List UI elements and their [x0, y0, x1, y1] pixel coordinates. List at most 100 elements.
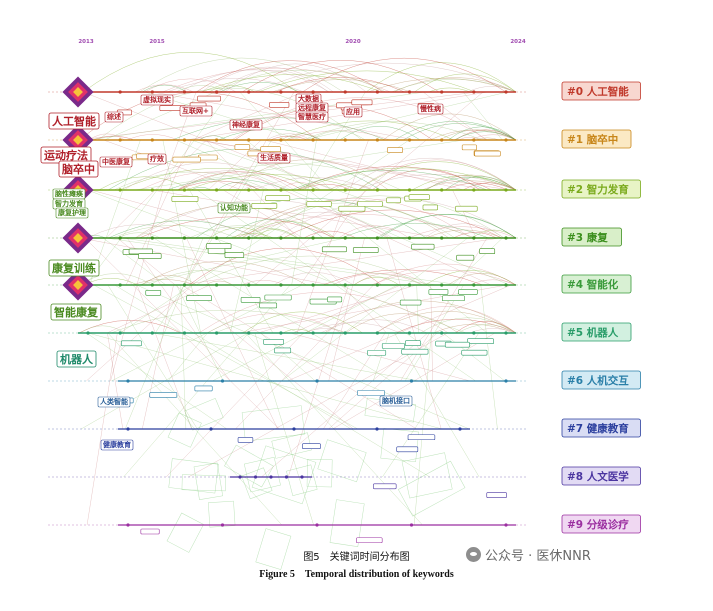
- keyword-node: [504, 331, 508, 335]
- link-arc: [425, 174, 517, 191]
- keyword-node: [504, 188, 508, 192]
- link-line: [103, 139, 242, 191]
- legend-item: #9 分级诊疗: [561, 514, 641, 534]
- minor-keyword-chip: [405, 340, 421, 346]
- keyword-node: [215, 188, 219, 192]
- link-shape: [397, 460, 466, 517]
- link-arc: [254, 195, 505, 239]
- legend-item: #4 智能化: [561, 274, 632, 294]
- link-line: [480, 284, 498, 430]
- link-arc: [139, 216, 336, 239]
- link-line: [230, 189, 264, 334]
- cluster-row: [48, 76, 526, 108]
- link-arc: [113, 171, 270, 191]
- legend-label: #1 脑卒中: [567, 133, 618, 146]
- keyword-node: [182, 236, 187, 240]
- keyword-label: 神经康复: [232, 120, 261, 129]
- keyword-node: [247, 188, 251, 192]
- link-shape: [224, 444, 274, 488]
- link-arc: [285, 120, 454, 141]
- link-arc: [258, 70, 476, 93]
- keyword-node: [343, 236, 347, 240]
- keyword-node: [150, 236, 154, 240]
- legend-label: #9 分级诊疗: [567, 518, 629, 531]
- link-arc: [224, 63, 367, 93]
- link-shape: [184, 397, 224, 431]
- keyword-label: 综述: [107, 112, 121, 121]
- keyword-label: 中医康复: [102, 157, 131, 166]
- link-line: [180, 237, 501, 286]
- keyword-box: [257, 152, 291, 164]
- link-line: [239, 91, 331, 191]
- link-line: [186, 91, 489, 141]
- link-line: [181, 284, 417, 430]
- keyword-node: [472, 236, 476, 240]
- legend-item: #6 人机交互: [561, 370, 641, 390]
- link-arc: [395, 318, 517, 334]
- link-shape: [166, 512, 204, 553]
- link-arc: [242, 311, 363, 334]
- minor-keyword-chip: [140, 528, 160, 535]
- link-arc: [201, 66, 334, 93]
- link-arc: [219, 81, 300, 93]
- keyword-box: [97, 396, 131, 408]
- minor-keyword-chip: [274, 347, 292, 354]
- minor-keyword-chip: [386, 197, 401, 204]
- keyword-box: [417, 103, 444, 115]
- link-line: [104, 91, 216, 141]
- link-arc: [448, 126, 517, 141]
- link-line: [85, 91, 231, 286]
- keyword-node: [375, 188, 379, 192]
- link-line: [90, 189, 267, 239]
- minor-keyword-chip: [411, 243, 435, 250]
- legend-box: [561, 370, 641, 390]
- keyword-node: [182, 188, 187, 192]
- link-arc: [82, 52, 298, 93]
- link-arc: [175, 85, 228, 93]
- link-line: [153, 237, 392, 382]
- minor-keyword-chip: [351, 99, 373, 106]
- link-arc: [177, 180, 261, 191]
- keyword-box: [55, 207, 89, 219]
- minor-keyword-chip: [205, 243, 232, 250]
- keyword-node: [458, 427, 462, 431]
- link-arc: [201, 74, 382, 93]
- year-axis: 2013 2015 2020 2024: [78, 39, 525, 45]
- link-line: [180, 284, 187, 430]
- link-shape: [306, 458, 333, 488]
- minor-keyword-chip: [407, 434, 436, 441]
- minor-keyword-chip: [461, 349, 488, 356]
- minor-keyword-chip: [259, 302, 278, 309]
- link-arc: [144, 78, 237, 93]
- major-keyword-label: 人工智能: [52, 114, 96, 128]
- keyword-node: [215, 138, 219, 142]
- minor-keyword-chip: [367, 349, 387, 356]
- keyword-node: [311, 236, 315, 240]
- keyword-node: [86, 331, 90, 335]
- link-arc: [235, 213, 475, 239]
- minor-keyword-chip: [458, 289, 478, 295]
- legend-item: #3 康复: [561, 227, 622, 247]
- link-arc: [254, 62, 517, 93]
- keyword-node: [375, 283, 379, 287]
- minor-keyword-chip: [455, 205, 478, 212]
- minor-keyword-chip: [234, 144, 251, 150]
- link-line: [254, 91, 484, 286]
- link-line: [82, 91, 334, 191]
- minor-keyword-chip: [327, 296, 343, 303]
- link-arc: [453, 131, 517, 141]
- keyword-node: [150, 188, 154, 192]
- keyword-node: [375, 427, 379, 431]
- keyword-node: [440, 188, 444, 192]
- link-line: [205, 139, 387, 334]
- link-line: [223, 189, 304, 239]
- major-keyword-label: 机器人: [60, 352, 94, 366]
- keyword-node: [182, 138, 187, 142]
- keyword-node: [215, 331, 219, 335]
- minor-keyword-chip: [444, 341, 470, 348]
- keyword-node: [279, 138, 283, 142]
- keyword-node: [343, 188, 347, 192]
- keyword-node: [440, 331, 444, 335]
- legend-label: #5 机器人: [567, 326, 619, 339]
